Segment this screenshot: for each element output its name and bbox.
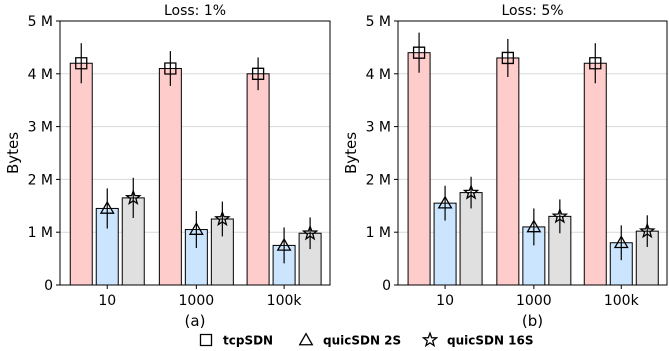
data-marker — [526, 219, 542, 233]
bar — [158, 68, 182, 286]
data-marker — [188, 221, 204, 235]
x-tick-label: 10 — [436, 293, 454, 309]
x-tick-label: 100k — [267, 293, 303, 309]
bar — [496, 57, 520, 286]
data-marker — [462, 183, 480, 200]
data-marker — [412, 46, 426, 59]
data-marker — [551, 207, 569, 224]
y-axis-label: Bytes — [4, 132, 22, 174]
y-tick-label: 3 M — [366, 120, 391, 136]
data-marker — [214, 210, 231, 227]
y-tick-label: 0 — [382, 278, 391, 294]
x-tick-label: 1000 — [516, 293, 552, 309]
data-marker — [638, 222, 656, 239]
data-marker — [276, 237, 292, 251]
y-tick-label: 1 M — [366, 225, 391, 241]
y-tick-label: 4 M — [28, 67, 53, 83]
chart-title: Loss: 1% — [164, 3, 226, 19]
plot-frame — [59, 20, 331, 286]
data-marker — [437, 195, 453, 209]
chart-panel-2: 0 1 M 2 M 3 M 4 M 5 M 10 1000 100k Loss: 5% Bytes (… — [342, 3, 668, 330]
bar — [583, 62, 607, 286]
data-marker — [589, 57, 602, 70]
y-axis-label: Bytes — [342, 132, 360, 174]
bar — [69, 62, 93, 286]
square-icon — [199, 333, 213, 347]
legend-label: quicSDN 16S — [447, 334, 534, 348]
x-tick-label: 10 — [98, 293, 116, 309]
y-tick-label: 0 — [44, 278, 53, 294]
data-marker — [501, 51, 514, 65]
y-tick-label: 1 M — [28, 225, 53, 241]
legend-label: quicSDN 2S — [323, 334, 401, 348]
chart-panels: 0 1 M 2 M 3 M 4 M 5 M 10 1000 100k Loss: 1% Bytes (… — [4, 3, 668, 330]
chart-panel-1: 0 1 M 2 M 3 M 4 M 5 M 10 1000 100k Loss: 1% Bytes (… — [4, 3, 331, 330]
legend: tcpSDN quicSDN 2S quicSDN 16S — [199, 331, 534, 348]
x-tick-label: 100k — [604, 293, 640, 309]
y-tick-label: 4 M — [366, 67, 391, 83]
data-marker — [99, 200, 115, 214]
data-marker — [301, 224, 319, 241]
bar — [407, 52, 431, 286]
plot-frame — [397, 20, 668, 286]
y-tick-label: 5 M — [366, 14, 391, 30]
x-tick-label: 1000 — [179, 293, 215, 309]
bar — [246, 73, 270, 286]
star-icon — [421, 331, 439, 348]
data-marker — [613, 235, 629, 249]
data-marker — [124, 189, 142, 205]
chart-title: Loss: 5% — [501, 3, 563, 19]
y-tick-label: 2 M — [366, 172, 391, 188]
legend-label: tcpSDN — [223, 334, 273, 348]
panel-caption: (a) — [185, 312, 206, 330]
y-tick-label: 5 M — [28, 14, 53, 30]
y-tick-label: 2 M — [28, 172, 53, 188]
panel-caption: (b) — [522, 312, 543, 330]
y-tick-label: 3 M — [28, 120, 53, 136]
data-marker — [75, 57, 88, 70]
data-marker — [251, 67, 265, 80]
data-marker — [164, 62, 177, 75]
triangle-icon — [298, 332, 314, 346]
